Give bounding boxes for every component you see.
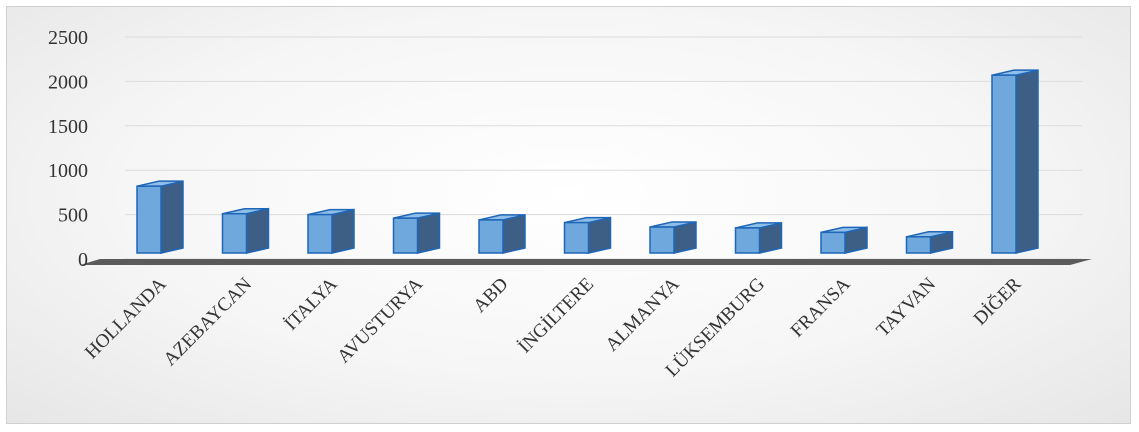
x-category-label: İTALYA [281, 273, 342, 334]
bar-front [221, 212, 248, 254]
bar [563, 216, 612, 254]
bar-side [160, 180, 184, 254]
y-tick-label: 500 [58, 205, 88, 227]
x-category-label: TAYVAN [873, 273, 941, 341]
bar [221, 207, 270, 254]
y-tick-label: 1500 [48, 116, 88, 138]
bar-side [331, 208, 355, 254]
bar [307, 208, 355, 254]
bar-front [649, 226, 675, 254]
x-category-label: DİĞER [969, 273, 1026, 330]
bar-side [245, 207, 270, 254]
bar-front [392, 217, 419, 254]
x-category-label: HOLLANDA [81, 273, 171, 363]
y-axis-ticks: 0 500 1000 1500 2000 2500 [48, 27, 88, 271]
bar [991, 69, 1039, 254]
x-category-label: AZEBAYCAN [160, 273, 257, 370]
bar-side [416, 212, 441, 254]
x-category-label: ALMANYA [602, 273, 684, 355]
bar-front [905, 236, 932, 254]
bar-front [991, 74, 1017, 254]
bar-front [820, 231, 846, 254]
bar-front [136, 185, 162, 254]
bar [136, 180, 184, 254]
bar-front [563, 221, 590, 254]
y-tick-label: 0 [78, 249, 88, 271]
bar-front [307, 213, 333, 254]
y-tick-label: 2000 [48, 71, 88, 93]
bar-side [1015, 69, 1039, 254]
bar-side [587, 216, 612, 254]
chart-floor [80, 259, 1092, 265]
x-category-label: İNGİLTERE [514, 274, 598, 358]
bar [905, 230, 954, 254]
bar [734, 221, 783, 254]
y-tick-label: 1000 [48, 160, 88, 182]
x-category-label: ABD [469, 274, 512, 317]
bar [820, 226, 868, 254]
x-category-label: AVUSTURYA [333, 273, 427, 367]
bar [392, 212, 441, 254]
bar-side [502, 213, 526, 254]
bar [649, 221, 697, 254]
x-category-label: FRANSA [787, 273, 855, 341]
bar-front [734, 227, 761, 254]
bar [478, 213, 526, 254]
chart-floor-plane [80, 259, 1092, 265]
bar-front [478, 219, 504, 254]
bars [136, 69, 1039, 254]
y-tick-label: 2500 [48, 27, 88, 49]
